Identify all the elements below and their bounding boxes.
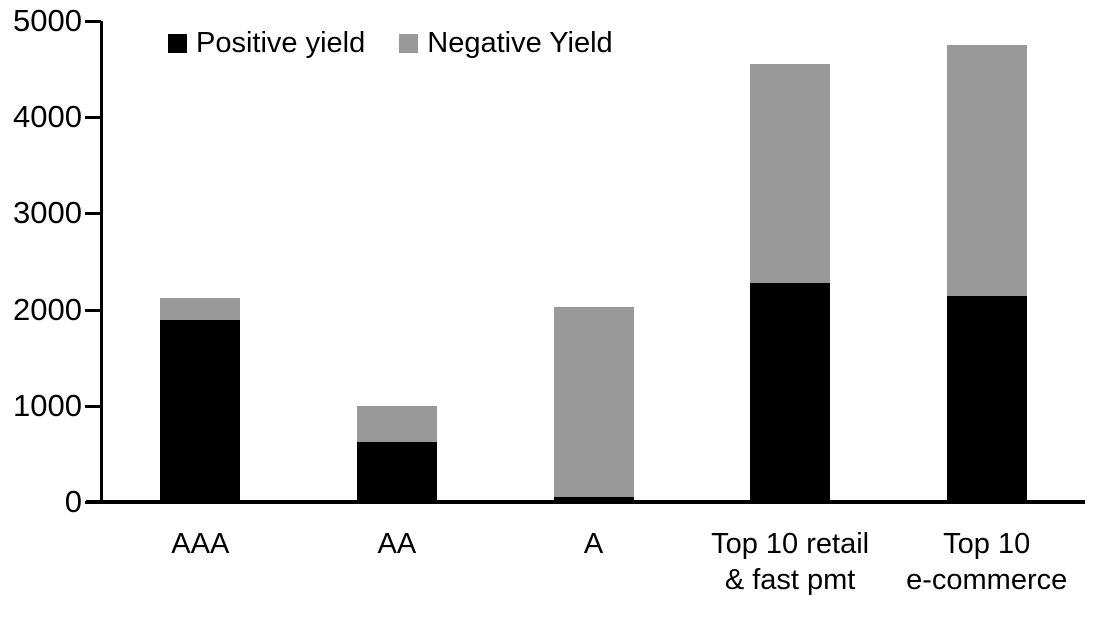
y-axis-line xyxy=(100,21,103,502)
legend: Positive yield Negative Yield xyxy=(168,26,613,60)
bar-segment-positive-0 xyxy=(160,320,241,502)
y-tick-label-2000: 2000 xyxy=(13,291,82,327)
y-tick-label-1000: 1000 xyxy=(13,387,82,423)
x-category-label-1: AA xyxy=(377,528,417,560)
legend-item-negative-yield: Negative Yield xyxy=(399,26,613,60)
bar-segment-positive-1 xyxy=(356,442,437,502)
x-axis-line xyxy=(86,500,1085,504)
y-tick-label-3000: 3000 xyxy=(13,195,82,231)
y-tick-0 xyxy=(85,501,101,504)
bar-segment-negative-1 xyxy=(356,405,437,443)
y-tick-1000 xyxy=(85,404,101,408)
legend-swatch-negative-icon xyxy=(399,33,419,53)
y-tick-2000 xyxy=(85,308,101,312)
bar-segment-positive-2 xyxy=(553,497,634,502)
bar-segment-negative-4 xyxy=(946,45,1027,297)
x-category-label-3: Top 10 retail & fast pmt xyxy=(711,528,870,596)
y-tick-label-4000: 4000 xyxy=(13,99,82,135)
x-category-label-0: AAA xyxy=(171,528,230,560)
legend-item-positive-yield: Positive yield xyxy=(168,26,365,60)
legend-label-negative: Negative Yield xyxy=(427,27,613,59)
y-tick-label-5000: 5000 xyxy=(13,3,82,38)
legend-swatch-positive-icon xyxy=(168,33,187,53)
y-tick-label-0: 0 xyxy=(64,484,82,519)
x-category-label-2: A xyxy=(583,528,604,560)
bar-segment-positive-3 xyxy=(750,282,831,502)
bar-segment-positive-4 xyxy=(946,296,1027,502)
bar-segment-negative-3 xyxy=(750,64,831,283)
bar-segment-negative-0 xyxy=(160,298,241,321)
y-tick-4000 xyxy=(85,116,101,120)
legend-label-positive: Positive yield xyxy=(196,27,366,59)
x-category-label-4: Top 10 e-commerce xyxy=(906,528,1068,596)
y-tick-3000 xyxy=(85,212,101,216)
bar-segment-negative-2 xyxy=(553,306,634,498)
y-tick-5000 xyxy=(85,20,101,23)
